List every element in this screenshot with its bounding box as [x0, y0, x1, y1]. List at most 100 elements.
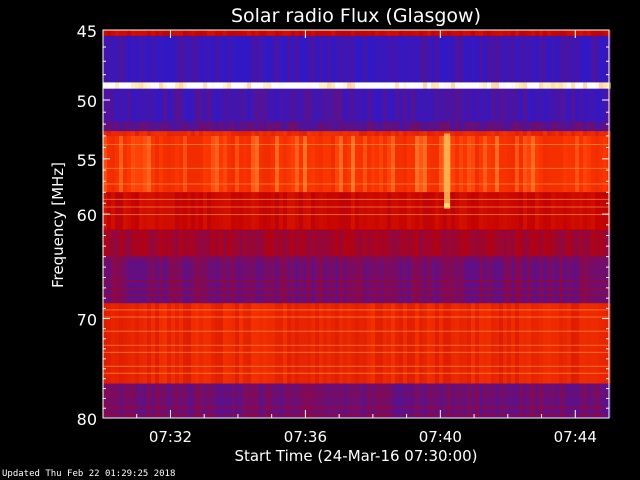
- band-texture: [267, 35, 271, 83]
- band-texture: [227, 30, 231, 36]
- band-texture: [531, 135, 535, 193]
- band-texture: [251, 135, 255, 193]
- band-texture: [543, 192, 547, 231]
- band-texture: [215, 121, 219, 132]
- channel-stripe: [103, 407, 609, 409]
- band-texture: [151, 230, 155, 257]
- band-texture: [543, 82, 547, 89]
- band-texture: [207, 82, 211, 89]
- band-texture: [275, 192, 279, 231]
- band-texture: [603, 383, 607, 418]
- band-texture: [371, 35, 375, 83]
- band-texture: [439, 82, 443, 89]
- band-texture: [523, 35, 527, 83]
- plot-border: [102, 29, 610, 419]
- band-texture: [523, 82, 527, 89]
- band-texture: [363, 230, 367, 257]
- band-texture: [371, 121, 375, 132]
- band-texture: [475, 256, 479, 304]
- band-texture: [359, 192, 363, 231]
- band-texture: [203, 88, 207, 122]
- band-texture: [359, 131, 363, 136]
- band-texture: [223, 30, 227, 36]
- band-texture: [399, 303, 403, 384]
- band-texture: [167, 303, 171, 384]
- band-texture: [555, 230, 559, 257]
- band-texture: [387, 30, 391, 36]
- band-texture: [283, 131, 287, 136]
- band-texture: [263, 192, 267, 231]
- band-texture: [203, 121, 207, 132]
- band-texture: [263, 121, 267, 132]
- y-tick-label: 50: [77, 92, 97, 111]
- band-texture: [139, 121, 143, 132]
- band-texture: [439, 192, 443, 231]
- band-texture: [239, 135, 243, 193]
- band-texture: [243, 303, 247, 384]
- band-texture: [471, 383, 475, 418]
- band-texture: [443, 82, 447, 89]
- band-texture: [511, 135, 515, 193]
- band-texture: [151, 135, 155, 193]
- band-texture: [347, 192, 351, 231]
- band-texture: [283, 30, 287, 36]
- band-texture: [491, 35, 495, 83]
- band-texture: [587, 383, 591, 418]
- band-texture: [427, 30, 431, 36]
- band-texture: [563, 131, 567, 136]
- band-texture: [351, 88, 355, 122]
- band-texture: [387, 192, 391, 231]
- band-texture: [387, 383, 391, 418]
- band-texture: [343, 303, 347, 384]
- band-texture: [359, 30, 363, 36]
- band-texture: [423, 192, 427, 231]
- band-texture: [187, 131, 191, 136]
- band-texture: [427, 230, 431, 257]
- band-texture: [303, 88, 307, 122]
- y-tick-label: 60: [77, 206, 97, 225]
- band-texture: [255, 121, 259, 132]
- band-texture: [503, 230, 507, 257]
- band-texture: [127, 135, 131, 193]
- band-texture: [415, 383, 419, 418]
- band-texture: [563, 230, 567, 257]
- band-texture: [603, 303, 607, 384]
- band-texture: [575, 256, 579, 304]
- band-texture: [503, 35, 507, 83]
- band-texture: [507, 121, 511, 132]
- band-texture: [371, 383, 375, 418]
- band-texture: [179, 88, 183, 122]
- band-texture: [535, 82, 539, 89]
- band-texture: [547, 303, 551, 384]
- band-texture: [491, 230, 495, 257]
- band-texture: [447, 121, 451, 132]
- band-texture: [311, 230, 315, 257]
- band-texture: [411, 135, 415, 193]
- channel-stripe: [103, 198, 609, 200]
- band-texture: [495, 230, 499, 257]
- channel-stripe: [103, 330, 609, 332]
- band-texture: [247, 383, 251, 418]
- band-3: [103, 88, 611, 122]
- band-texture: [287, 303, 291, 384]
- band-texture: [491, 30, 495, 36]
- band-texture: [235, 30, 239, 36]
- band-texture: [183, 256, 187, 304]
- channel-stripe: [103, 365, 609, 367]
- band-texture: [595, 192, 599, 231]
- band-texture: [467, 35, 471, 83]
- band-texture: [479, 303, 483, 384]
- band-texture: [151, 30, 155, 36]
- band-texture: [383, 230, 387, 257]
- band-texture: [403, 35, 407, 83]
- band-texture: [507, 135, 511, 193]
- band-texture: [535, 303, 539, 384]
- band-texture: [507, 88, 511, 122]
- band-texture: [603, 82, 607, 89]
- band-texture: [355, 131, 359, 136]
- band-texture: [291, 121, 295, 132]
- band-texture: [275, 230, 279, 257]
- band-texture: [351, 383, 355, 418]
- band-texture: [175, 303, 179, 384]
- band-texture: [367, 230, 371, 257]
